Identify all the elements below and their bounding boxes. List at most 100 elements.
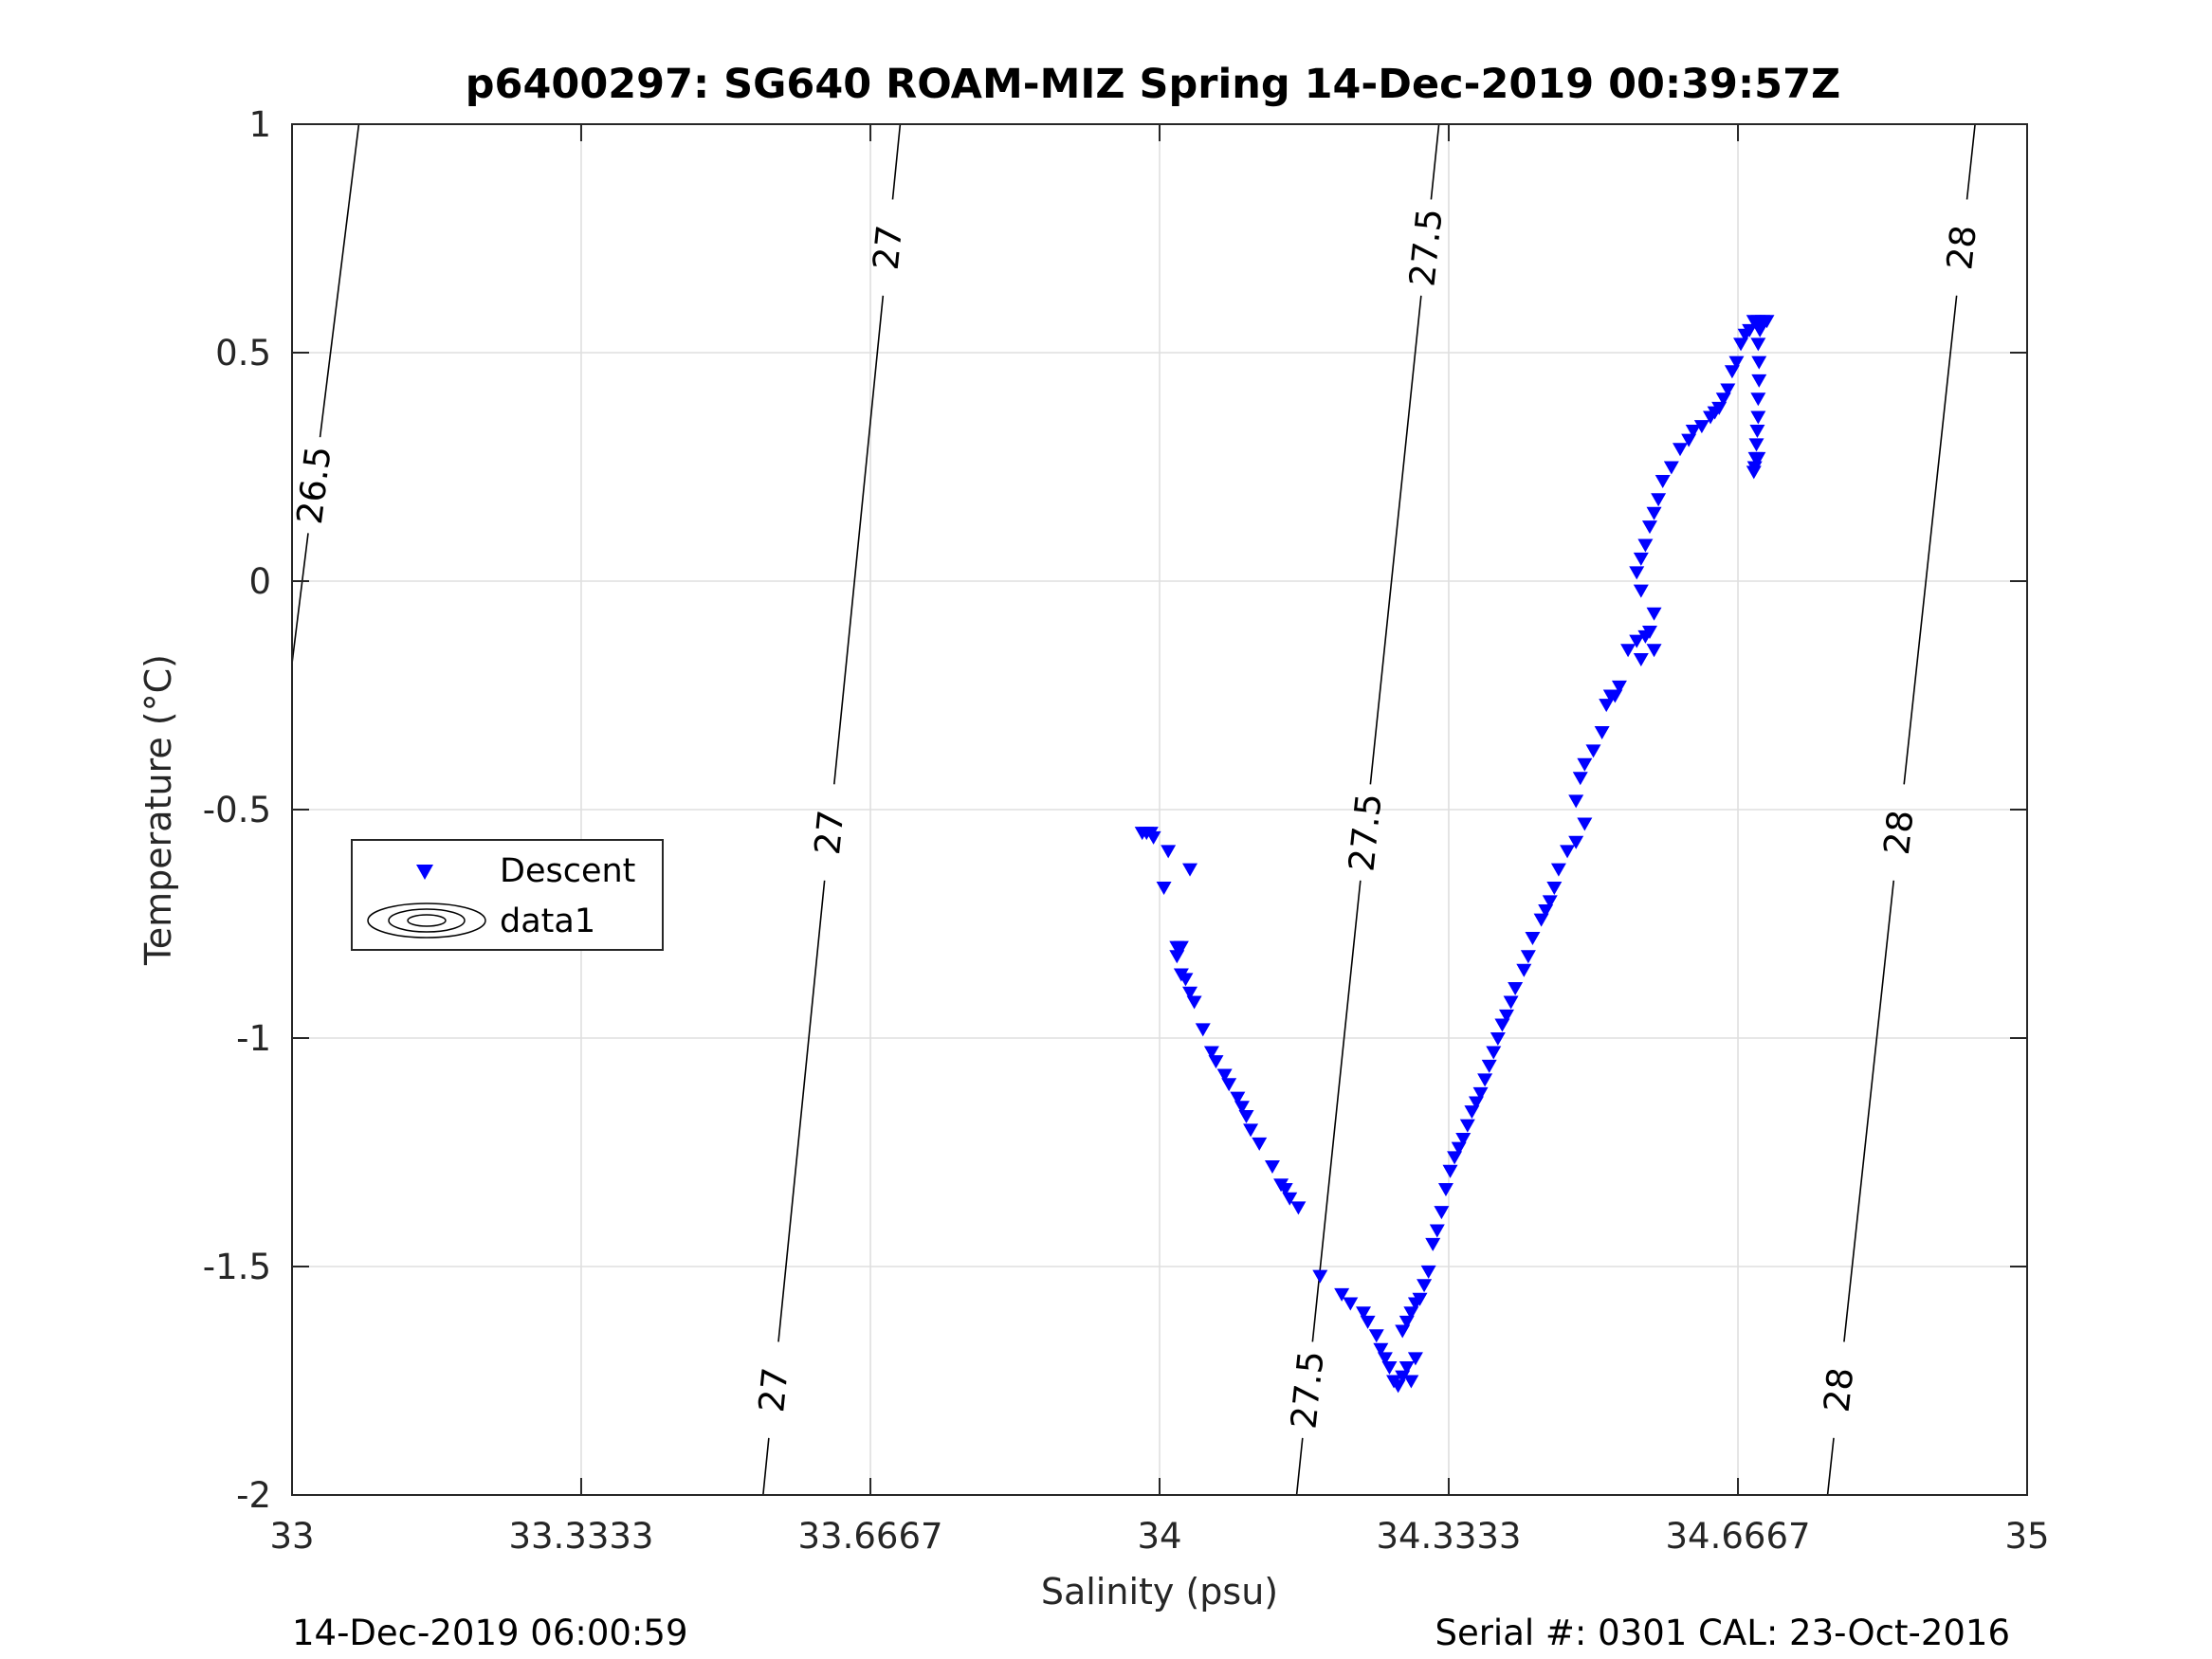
contour-line-27-5 bbox=[1295, 124, 1440, 1495]
descent-point bbox=[1334, 1287, 1350, 1302]
descent-point bbox=[1663, 461, 1679, 475]
descent-point bbox=[1156, 881, 1172, 895]
legend-contour-icon bbox=[367, 902, 486, 939]
descent-point bbox=[1277, 1183, 1293, 1197]
descent-point bbox=[1243, 1123, 1259, 1138]
descent-point bbox=[1234, 1101, 1250, 1115]
descent-point bbox=[1533, 913, 1549, 927]
descent-point bbox=[1238, 1109, 1254, 1123]
contour-segment bbox=[1826, 1437, 1835, 1495]
x-axis-label: Salinity (psu) bbox=[1041, 1571, 1278, 1613]
descent-point bbox=[1673, 443, 1688, 457]
descent-point bbox=[1447, 1151, 1463, 1165]
descent-point bbox=[1637, 538, 1654, 553]
descent-point bbox=[1208, 1055, 1224, 1069]
descent-series bbox=[1134, 315, 1775, 1394]
descent-point bbox=[1398, 1361, 1415, 1376]
descent-point bbox=[1752, 323, 1768, 337]
descent-point bbox=[1715, 392, 1731, 407]
descent-point bbox=[1178, 973, 1194, 987]
descent-point bbox=[1282, 1192, 1298, 1206]
descent-point bbox=[1585, 744, 1601, 758]
descent-point bbox=[1750, 392, 1766, 407]
contour-segment bbox=[1311, 880, 1362, 1342]
contour-label: 27 bbox=[751, 1366, 795, 1414]
descent-point bbox=[1481, 1059, 1497, 1073]
descent-point bbox=[1403, 1375, 1419, 1389]
descent-point bbox=[1173, 940, 1189, 955]
descent-point bbox=[1377, 1352, 1393, 1366]
contour-label: 26.5 bbox=[289, 444, 339, 526]
contour-segment bbox=[292, 533, 309, 664]
descent-point bbox=[1728, 356, 1745, 370]
descent-point bbox=[1442, 1164, 1458, 1178]
descent-point bbox=[1629, 634, 1645, 648]
descent-point bbox=[1654, 474, 1671, 488]
contour-label: 27 bbox=[866, 224, 910, 272]
descent-point bbox=[1395, 1370, 1411, 1384]
descent-point bbox=[1169, 950, 1185, 964]
descent-point bbox=[1508, 981, 1524, 995]
y-tick-label: -1 bbox=[236, 1018, 271, 1059]
descent-point bbox=[1486, 1046, 1502, 1060]
descent-point bbox=[1542, 895, 1558, 909]
descent-point bbox=[1264, 1159, 1280, 1174]
descent-point bbox=[1693, 420, 1709, 434]
contour-segment bbox=[1295, 1437, 1304, 1495]
descent-point bbox=[1750, 337, 1766, 352]
y-tick-label: 1 bbox=[248, 104, 271, 145]
descent-point bbox=[1472, 1086, 1489, 1101]
descent-point bbox=[1373, 1342, 1389, 1357]
descent-point bbox=[1437, 1183, 1453, 1197]
descent-point bbox=[1403, 1306, 1419, 1321]
descent-point bbox=[1381, 1361, 1398, 1376]
contour-segment bbox=[1430, 124, 1440, 200]
contour-line-26-5 bbox=[292, 124, 360, 664]
axis-ticks: 33 33.3333 33.6667 34 34.3333 34.6667 35 -2 -1.5… bbox=[203, 104, 2050, 1557]
descent-point bbox=[1641, 520, 1657, 535]
descent-point bbox=[1646, 607, 1662, 621]
descent-point bbox=[1633, 552, 1649, 566]
descent-point bbox=[1395, 1324, 1411, 1339]
x-tick-label: 33.3333 bbox=[508, 1516, 653, 1557]
descent-point bbox=[1560, 845, 1576, 859]
contour-segment bbox=[319, 124, 360, 438]
descent-point bbox=[1343, 1297, 1359, 1311]
descent-point bbox=[1750, 451, 1766, 465]
x-tick-label: 33 bbox=[269, 1516, 314, 1557]
contour-label: 27.5 bbox=[1341, 792, 1389, 873]
descent-point bbox=[1594, 726, 1610, 740]
chart-title: p6400297: SG640 ROAM-MIZ Spring 14-Dec-2… bbox=[466, 61, 1840, 108]
descent-point bbox=[1252, 1137, 1268, 1151]
footer-serial-cal: Serial #: 0301 CAL: 23-Oct-2016 bbox=[1435, 1613, 2010, 1653]
y-tick-label: 0 bbox=[248, 561, 271, 602]
descent-point bbox=[1417, 1279, 1433, 1293]
contour-label: 27 bbox=[807, 809, 851, 857]
contour-segment bbox=[1369, 295, 1422, 785]
descent-point bbox=[1516, 963, 1532, 977]
descent-point bbox=[1607, 689, 1623, 703]
descent-point bbox=[1425, 1237, 1441, 1251]
descent-point bbox=[1550, 863, 1566, 877]
contour-segment bbox=[1965, 124, 1976, 200]
descent-point bbox=[1398, 1315, 1415, 1329]
contour-segment bbox=[1843, 880, 1895, 1342]
descent-point bbox=[1577, 757, 1593, 772]
density-contours: 26.5 27 27 27 27.5 27.5 27.5 28 28 28 bbox=[289, 124, 1984, 1495]
descent-point bbox=[1720, 383, 1736, 397]
descent-point bbox=[1290, 1201, 1307, 1215]
descent-point bbox=[1499, 1009, 1514, 1023]
descent-point bbox=[1746, 465, 1762, 480]
contour-label: 28 bbox=[1817, 1365, 1862, 1413]
descent-point bbox=[1434, 1206, 1450, 1220]
x-tick-label: 33.6667 bbox=[798, 1516, 943, 1557]
descent-point bbox=[1651, 493, 1667, 507]
x-tick-label: 35 bbox=[2004, 1516, 2049, 1557]
descent-point bbox=[1368, 1329, 1384, 1343]
contour-label: 28 bbox=[1939, 223, 1984, 271]
descent-point bbox=[1711, 401, 1728, 415]
descent-point bbox=[1681, 433, 1697, 447]
x-tick-label: 34.6667 bbox=[1666, 1516, 1811, 1557]
descent-point bbox=[1520, 950, 1536, 964]
